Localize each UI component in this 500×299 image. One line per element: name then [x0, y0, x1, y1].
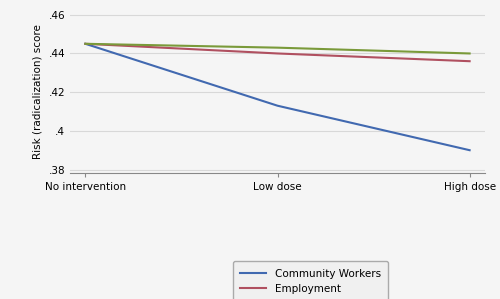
Line: Community Policing: Community Policing: [86, 44, 469, 54]
Community Workers: [82, 42, 88, 45]
Y-axis label: Risk (radicalization) score: Risk (radicalization) score: [33, 24, 43, 159]
Legend: Community Workers, Employment, Community Policing: Community Workers, Employment, Community…: [233, 261, 388, 299]
Community Workers: [466, 148, 472, 152]
Employment: [82, 42, 88, 45]
Employment: [274, 52, 280, 55]
Community Policing: [82, 42, 88, 45]
Line: Community Workers: Community Workers: [86, 44, 469, 150]
Community Policing: [274, 46, 280, 49]
Community Workers: [274, 104, 280, 108]
Line: Employment: Employment: [86, 44, 469, 61]
Employment: [466, 60, 472, 63]
Community Policing: [466, 52, 472, 55]
